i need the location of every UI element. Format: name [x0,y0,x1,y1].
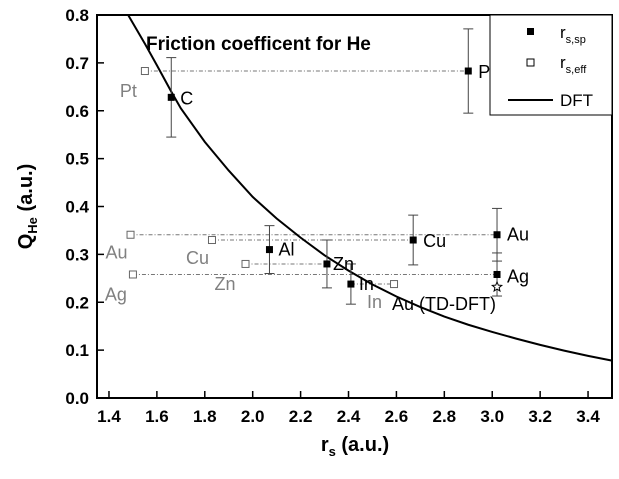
data-points [126,67,504,293]
point-label-sp: In [359,274,374,294]
y-tick-label: 0.6 [65,102,89,121]
x-tick-label: 2.6 [385,407,409,426]
legend-label-rs-sp: rs,sp [560,23,586,46]
point-label-eff: Cu [186,248,209,268]
x-axis-label: rs (a.u.) [321,434,389,459]
point-eff [128,270,137,279]
y-tick-label: 0.2 [65,293,89,312]
x-tick-label: 3.0 [480,407,504,426]
point-sp [347,280,355,288]
x-axis-ticks: 1.4 1.6 1.8 2.0 2.2 2.4 2.6 2.8 3.0 3.2 3.4 [97,391,600,426]
point-label-sp: Zn [333,254,354,274]
point-eff [390,280,399,289]
x-tick-label: 2.8 [433,407,457,426]
point-label-sp: Cu [423,231,446,251]
y-tick-label: 0.1 [65,341,89,360]
y-tick-label: 0.0 [65,389,89,408]
x-tick-label: 2.2 [289,407,313,426]
point-tddft-star [490,280,504,293]
point-sp [323,260,331,268]
y-tick-label: 0.5 [65,150,89,169]
point-sp [493,270,501,278]
point-label-eff: Pt [120,81,137,101]
point-sp [493,231,501,239]
legend: rs,sp rs,eff DFT [489,14,613,116]
point-label-sp: C [180,88,193,108]
legend-label-rs-eff: rs,eff [560,53,587,76]
x-tick-label: 2.4 [337,407,361,426]
y-tick-label: 0.8 [65,6,89,25]
x-tick-label: 3.4 [576,407,600,426]
point-label-sp: Ag [507,266,529,286]
point-label-sp: Au [507,225,529,245]
x-tick-label: 1.6 [145,407,169,426]
legend-box [489,14,613,116]
y-axis-label: QHe (a.u.) [15,164,40,250]
dft-curve-group [127,14,613,362]
point-sp [265,246,273,254]
point-label-eff: Ag [105,284,127,304]
y-tick-label: 0.7 [65,54,89,73]
point-label-sp: Al [278,240,294,260]
point-label-eff: In [367,292,382,312]
point-eff [126,230,135,239]
point-eff [241,259,250,268]
x-tick-label: 1.8 [193,407,217,426]
chart-title: Friction coefficent for He [146,34,371,55]
x-tick-label: 3.2 [528,407,552,426]
legend-marker-filled-square [527,28,534,35]
point-sp [409,236,417,244]
legend-label-dft: DFT [560,91,593,110]
x-tick-label: 1.4 [97,407,121,426]
y-axis-ticks: 0.0 0.1 0.2 0.3 0.4 0.5 0.6 0.7 0.8 [65,6,104,408]
point-label-eff: Zn [214,274,235,294]
point-sp [464,67,472,75]
x-tick-label: 2.0 [241,407,265,426]
legend-marker-open-square [526,58,535,67]
point-eff [140,67,149,76]
point-eff [207,236,216,245]
dft-curve [127,14,613,362]
point-label-tddft: Au (TD-DFT) [392,294,496,314]
y-tick-label: 0.3 [65,245,89,264]
point-sp [167,93,175,101]
y-tick-label: 0.4 [65,198,89,217]
point-label-eff: Au [106,243,128,263]
